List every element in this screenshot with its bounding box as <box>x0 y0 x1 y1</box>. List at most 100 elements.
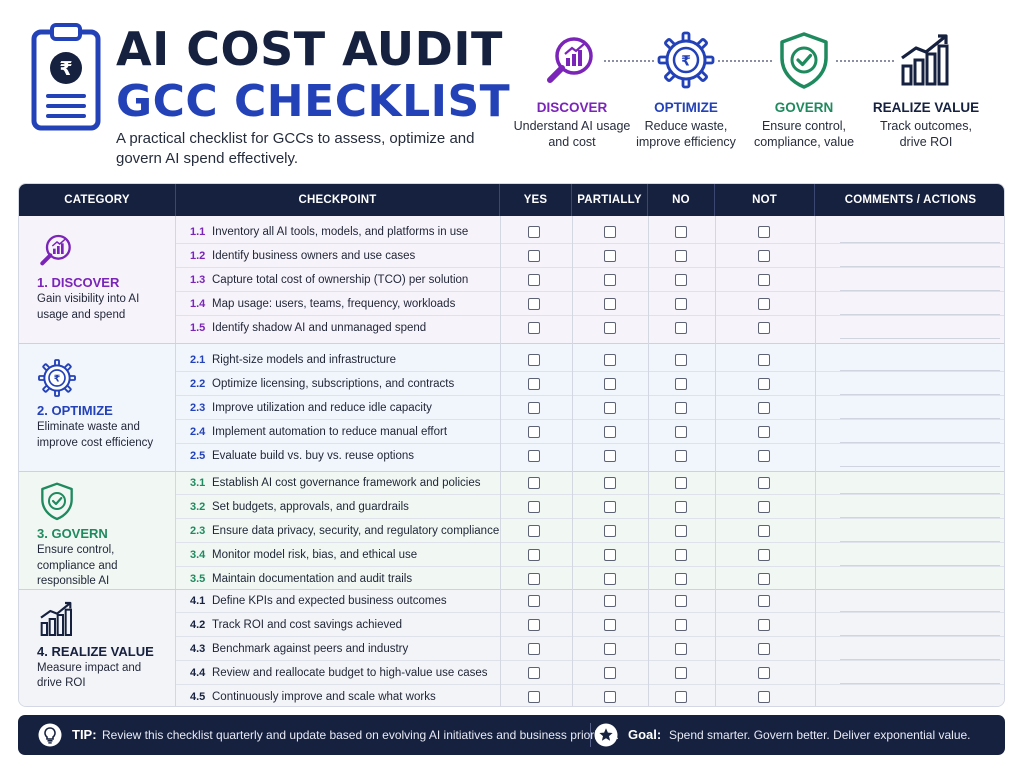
partially-checkbox[interactable] <box>604 450 616 462</box>
yes-checkbox[interactable] <box>528 298 540 310</box>
no-checkbox[interactable] <box>675 525 687 537</box>
no-checkbox[interactable] <box>675 298 687 310</box>
no-checkbox[interactable] <box>675 642 687 655</box>
no-checkbox[interactable] <box>675 477 687 489</box>
comment-field[interactable] <box>840 495 1000 518</box>
partially-checkbox[interactable] <box>604 250 616 262</box>
no-checkbox[interactable] <box>675 666 687 679</box>
comment-field[interactable] <box>840 661 1000 684</box>
not-applicable-checkbox[interactable] <box>758 618 770 631</box>
not-applicable-checkbox[interactable] <box>758 477 770 489</box>
no-checkbox[interactable] <box>675 322 687 334</box>
not-applicable-checkbox[interactable] <box>758 378 770 390</box>
comment-field[interactable] <box>840 348 1000 371</box>
partially-checkbox[interactable] <box>604 501 616 513</box>
partially-checkbox[interactable] <box>604 354 616 366</box>
yes-checkbox[interactable] <box>528 642 540 655</box>
yes-checkbox[interactable] <box>528 322 540 334</box>
yes-checkbox[interactable] <box>528 525 540 537</box>
comment-field[interactable] <box>840 316 1000 339</box>
comment-field[interactable] <box>840 420 1000 443</box>
yes-checkbox[interactable] <box>528 274 540 286</box>
yes-checkbox[interactable] <box>528 450 540 462</box>
no-checkbox[interactable] <box>675 450 687 462</box>
yes-checkbox[interactable] <box>528 250 540 262</box>
no-checkbox[interactable] <box>675 426 687 438</box>
comment-field[interactable] <box>840 471 1000 494</box>
not-applicable-checkbox[interactable] <box>758 690 770 703</box>
yes-checkbox[interactable] <box>528 690 540 703</box>
comment-field[interactable] <box>840 268 1000 291</box>
comment-field[interactable] <box>840 396 1000 419</box>
no-checkbox[interactable] <box>675 274 687 286</box>
not-applicable-checkbox[interactable] <box>758 426 770 438</box>
comment-field[interactable] <box>840 372 1000 395</box>
comment-field[interactable] <box>840 444 1000 467</box>
no-checkbox[interactable] <box>675 378 687 390</box>
not-applicable-checkbox[interactable] <box>758 642 770 655</box>
not-applicable-checkbox[interactable] <box>758 666 770 679</box>
not-applicable-checkbox[interactable] <box>758 354 770 366</box>
no-checkbox[interactable] <box>675 501 687 513</box>
partially-checkbox[interactable] <box>604 618 616 631</box>
not-applicable-checkbox[interactable] <box>758 573 770 585</box>
no-checkbox[interactable] <box>675 618 687 631</box>
comment-field[interactable] <box>840 637 1000 660</box>
yes-checkbox[interactable] <box>528 573 540 585</box>
comment-field[interactable] <box>840 589 1000 612</box>
no-checkbox[interactable] <box>675 573 687 585</box>
yes-checkbox[interactable] <box>528 354 540 366</box>
comment-field[interactable] <box>840 244 1000 267</box>
yes-checkbox[interactable] <box>528 378 540 390</box>
not-applicable-checkbox[interactable] <box>758 402 770 414</box>
not-applicable-checkbox[interactable] <box>758 274 770 286</box>
no-checkbox[interactable] <box>675 690 687 703</box>
not-applicable-checkbox[interactable] <box>758 501 770 513</box>
comment-field[interactable] <box>840 567 1000 590</box>
partially-checkbox[interactable] <box>604 274 616 286</box>
partially-checkbox[interactable] <box>604 666 616 679</box>
yes-checkbox[interactable] <box>528 594 540 607</box>
yes-checkbox[interactable] <box>528 426 540 438</box>
yes-checkbox[interactable] <box>528 618 540 631</box>
yes-checkbox[interactable] <box>528 477 540 489</box>
partially-checkbox[interactable] <box>604 378 616 390</box>
partially-checkbox[interactable] <box>604 642 616 655</box>
comment-field[interactable] <box>840 613 1000 636</box>
no-checkbox[interactable] <box>675 594 687 607</box>
no-checkbox[interactable] <box>675 250 687 262</box>
partially-checkbox[interactable] <box>604 298 616 310</box>
partially-checkbox[interactable] <box>604 477 616 489</box>
not-applicable-checkbox[interactable] <box>758 450 770 462</box>
not-applicable-checkbox[interactable] <box>758 525 770 537</box>
yes-checkbox[interactable] <box>528 501 540 513</box>
comment-field[interactable] <box>840 292 1000 315</box>
partially-checkbox[interactable] <box>604 426 616 438</box>
not-applicable-checkbox[interactable] <box>758 298 770 310</box>
partially-checkbox[interactable] <box>604 322 616 334</box>
yes-checkbox[interactable] <box>528 226 540 238</box>
not-applicable-checkbox[interactable] <box>758 322 770 334</box>
yes-checkbox[interactable] <box>528 549 540 561</box>
partially-checkbox[interactable] <box>604 594 616 607</box>
partially-checkbox[interactable] <box>604 573 616 585</box>
no-checkbox[interactable] <box>675 226 687 238</box>
no-checkbox[interactable] <box>675 402 687 414</box>
not-applicable-checkbox[interactable] <box>758 594 770 607</box>
not-applicable-checkbox[interactable] <box>758 250 770 262</box>
yes-checkbox[interactable] <box>528 666 540 679</box>
not-applicable-checkbox[interactable] <box>758 549 770 561</box>
not-applicable-checkbox[interactable] <box>758 226 770 238</box>
no-checkbox[interactable] <box>675 549 687 561</box>
partially-checkbox[interactable] <box>604 226 616 238</box>
partially-checkbox[interactable] <box>604 690 616 703</box>
partially-checkbox[interactable] <box>604 402 616 414</box>
comment-field[interactable] <box>840 543 1000 566</box>
no-checkbox[interactable] <box>675 354 687 366</box>
partially-checkbox[interactable] <box>604 525 616 537</box>
comment-field[interactable] <box>840 685 1000 707</box>
comment-field[interactable] <box>840 519 1000 542</box>
comment-field[interactable] <box>840 220 1000 243</box>
yes-checkbox[interactable] <box>528 402 540 414</box>
partially-checkbox[interactable] <box>604 549 616 561</box>
